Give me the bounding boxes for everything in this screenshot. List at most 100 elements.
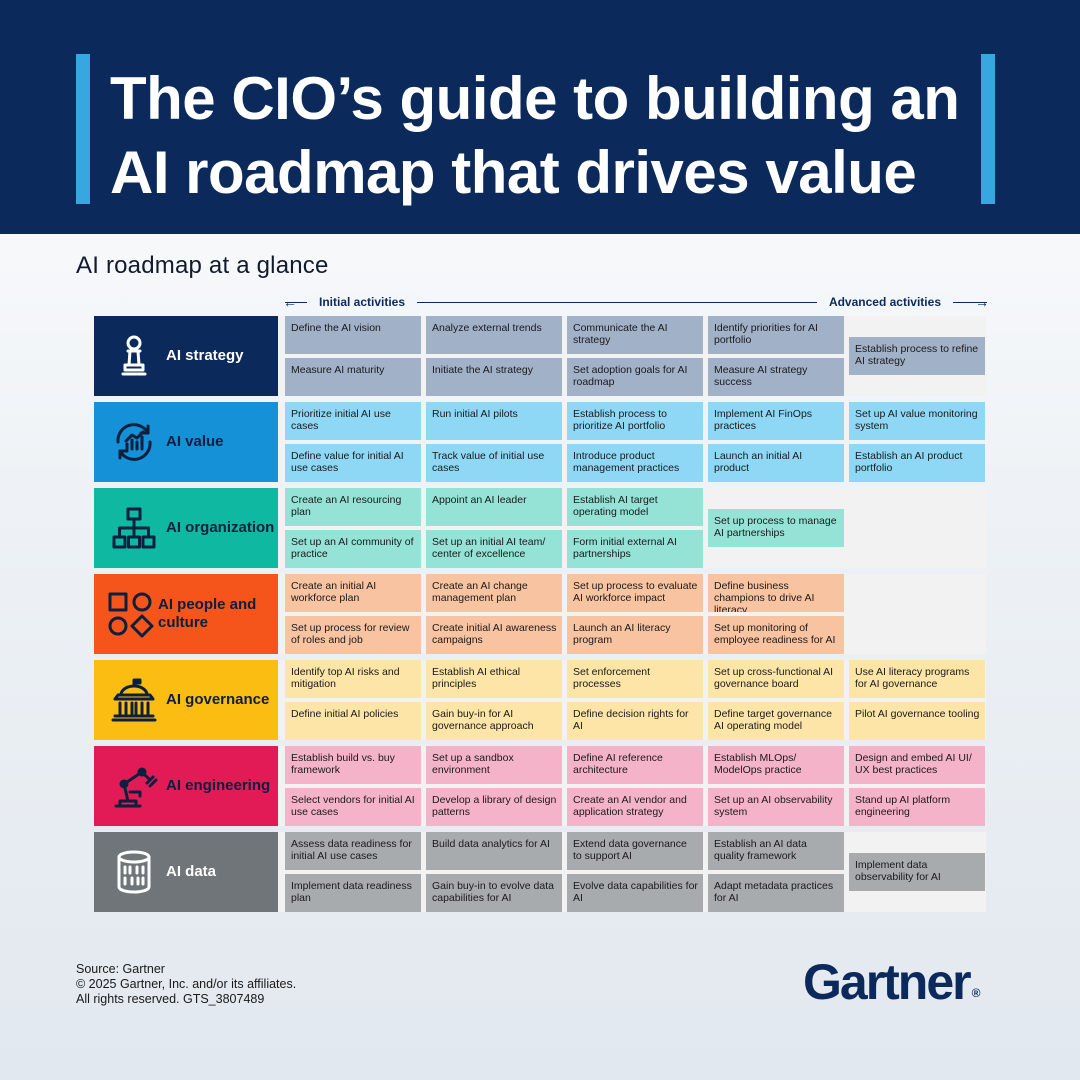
activity-cell: Establish MLOps/ ModelOps practice <box>708 746 844 784</box>
roadmap-row: AI strategy Define the AI vision Measure A… <box>94 316 986 396</box>
logo-text: Gartner <box>803 954 972 1010</box>
header-banner: The CIO’s guide to building an AI roadma… <box>0 0 1080 234</box>
row-label-text: AI strategy <box>166 347 244 364</box>
row-label-text: AI value <box>166 433 224 450</box>
activity-cell: Create an AI change management plan <box>426 574 562 612</box>
binary-database-icon <box>106 844 162 900</box>
section-subtitle: AI roadmap at a glance <box>76 252 329 279</box>
shapes-icon <box>106 586 154 642</box>
activity-cell: Create an initial AI workforce plan <box>285 574 421 612</box>
row-label-text: AI people and culture <box>158 596 257 631</box>
activity-cell: Evolve data capabilities for AI <box>567 874 703 912</box>
roadmap-row: AI engineering Establish build vs. buy fr… <box>94 746 986 826</box>
axis-end-label: Advanced activities <box>816 294 953 311</box>
row-label-text: AI organization <box>166 519 275 536</box>
activity-cell: Define target governance AI operating mo… <box>708 702 844 740</box>
activity-cell: Gain buy-in to evolve data capabilities … <box>426 874 562 912</box>
activity-cell: Define business champions to drive AI li… <box>708 574 844 612</box>
value-cycle-chart-icon <box>106 414 162 470</box>
activity-cell: Design and embed AI UI/ UX best practice… <box>849 746 985 784</box>
activity-cell: Identify priorities for AI portfolio <box>708 316 844 354</box>
activity-cell: Create an AI vendor and application stra… <box>567 788 703 826</box>
activity-cell: Implement AI FinOps practices <box>708 402 844 440</box>
robotic-arm-icon <box>106 758 162 814</box>
activity-cell: Define AI reference architecture <box>567 746 703 784</box>
row-label: AI organization <box>94 488 278 568</box>
row-label: AI value <box>94 402 278 482</box>
activity-cell: Set up an AI observability system <box>708 788 844 826</box>
activity-cell: Create an AI resourcing plan <box>285 488 421 526</box>
row-label-text: AI data <box>166 863 217 880</box>
arrow-left-icon: ← <box>283 294 297 310</box>
activity-cell: Set up an AI community of practice <box>285 530 421 568</box>
activity-cell: Set up process to evaluate AI workforce … <box>567 574 703 612</box>
activity-cell: Prioritize initial AI use cases <box>285 402 421 440</box>
activity-cell: Pilot AI governance tooling <box>849 702 985 740</box>
activity-cell: Use AI literacy programs for AI governan… <box>849 660 985 698</box>
axis-start-label: Initial activities <box>307 294 418 311</box>
activity-cell: Stand up AI platform engineering <box>849 788 985 826</box>
activity-cell: Set up a sandbox environment <box>426 746 562 784</box>
roadmap-row: AI organization Create an AI resourcing p… <box>94 488 986 568</box>
activity-cell: Assess data readiness for initial AI use… <box>285 832 421 870</box>
activity-cell: Identify top AI risks and mitigation <box>285 660 421 698</box>
activity-cell: Establish an AI data quality framework <box>708 832 844 870</box>
activity-cell: Select vendors for initial AI use cases <box>285 788 421 826</box>
row-label: AI engineering <box>94 746 278 826</box>
roadmap-row: AI governance Identify top AI risks and m… <box>94 660 986 740</box>
roadmap-row: AI value Prioritize initial AI use cases D… <box>94 402 986 482</box>
activity-cell: Adapt metadata practices for AI <box>708 874 844 912</box>
roadmap-row: AI data Assess data readiness for initial… <box>94 832 986 912</box>
activity-cell: Initiate the AI strategy <box>426 358 562 396</box>
row-label: AI data <box>94 832 278 912</box>
activity-cell: Set adoption goals for AI roadmap <box>567 358 703 396</box>
activity-cell: Extend data governance to support AI <box>567 832 703 870</box>
page-title: The CIO’s guide to building an AI roadma… <box>110 62 970 210</box>
activity-cell: Define decision rights for AI <box>567 702 703 740</box>
title-line-1: The CIO’s guide to building an <box>110 65 960 132</box>
activity-cell: Define the AI vision <box>285 316 421 354</box>
activity-cell: Launch an AI literacy program <box>567 616 703 654</box>
activity-cell: Launch an initial AI product <box>708 444 844 482</box>
roadmap-row: AI people and culture Create an initial A… <box>94 574 986 654</box>
title-line-2: AI roadmap that drives value <box>110 139 917 206</box>
activity-cell: Establish AI target operating model <box>567 488 703 526</box>
activity-cell: Establish process to prioritize AI portf… <box>567 402 703 440</box>
row-label-text: AI engineering <box>166 777 271 794</box>
activity-cell: Set up monitoring of employee readiness … <box>708 616 844 654</box>
activity-cell: Set up process for review of roles and j… <box>285 616 421 654</box>
activity-cell: Implement data observability for AI <box>849 853 985 891</box>
activity-cell: Run initial AI pilots <box>426 402 562 440</box>
axis-line <box>285 302 987 303</box>
progression-axis: ← → Initial activities Advanced activiti… <box>283 292 989 314</box>
activity-cell: Measure AI strategy success <box>708 358 844 396</box>
activity-cell: Appoint an AI leader <box>426 488 562 526</box>
activity-cell: Set up process to manage AI partnerships <box>708 509 844 547</box>
accent-bar-left <box>76 54 90 204</box>
activity-cell: Communicate the AI strategy <box>567 316 703 354</box>
chess-pawn-icon <box>106 328 162 384</box>
activity-cell: Define initial AI policies <box>285 702 421 740</box>
activity-cell: Establish build vs. buy framework <box>285 746 421 784</box>
footer-notes: Source: Gartner © 2025 Gartner, Inc. and… <box>76 962 296 1007</box>
activity-cell: Introduce product management practices <box>567 444 703 482</box>
activity-cell: Implement data readiness plan <box>285 874 421 912</box>
activity-cell: Build data analytics for AI <box>426 832 562 870</box>
activity-cell: Set up an initial AI team/ center of exc… <box>426 530 562 568</box>
row-label-text: AI governance <box>166 691 270 708</box>
activity-cell: Measure AI maturity <box>285 358 421 396</box>
government-building-icon <box>106 672 162 728</box>
activity-cell: Establish an AI product portfolio <box>849 444 985 482</box>
registered-mark: ® <box>971 986 981 1000</box>
copyright-note: © 2025 Gartner, Inc. and/or its affiliat… <box>76 977 297 991</box>
activity-cell: Set up AI value monitoring system <box>849 402 985 440</box>
source-note: Source: Gartner <box>76 962 165 976</box>
activity-cell: Establish process to refine AI strategy <box>849 337 985 375</box>
activity-cell: Set enforcement processes <box>567 660 703 698</box>
arrow-right-icon: → <box>975 294 989 310</box>
activity-cell: Create initial AI awareness campaigns <box>426 616 562 654</box>
activity-cell: Define value for initial AI use cases <box>285 444 421 482</box>
gartner-logo: Gartner ® <box>803 950 980 1025</box>
activity-cell: Analyze external trends <box>426 316 562 354</box>
row-label: AI strategy <box>94 316 278 396</box>
